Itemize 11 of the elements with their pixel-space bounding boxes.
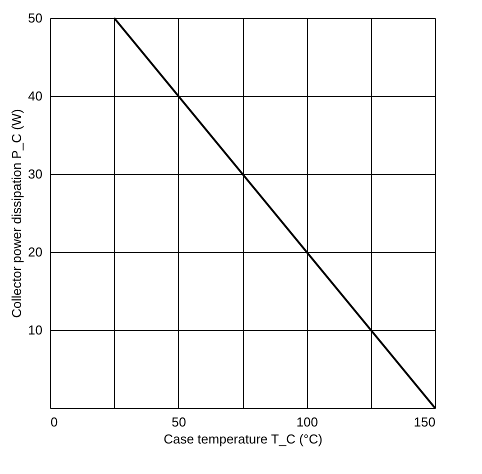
y-tick-label: 40	[28, 88, 42, 104]
y-tick-label: 50	[28, 10, 42, 26]
y-axis-title: Collector power dissipation P_C (W)	[9, 109, 24, 318]
x-tick-label: 150	[414, 414, 436, 430]
y-tick-label: 20	[28, 244, 42, 260]
x-tick-label: 50	[172, 414, 186, 430]
y-tick-label: 10	[28, 322, 42, 338]
x-tick-label: 100	[296, 414, 318, 430]
x-tick-label: 0	[50, 414, 58, 430]
x-axis-title: Case temperature T_C (°C)	[164, 432, 322, 446]
y-tick-label: 30	[28, 166, 42, 182]
